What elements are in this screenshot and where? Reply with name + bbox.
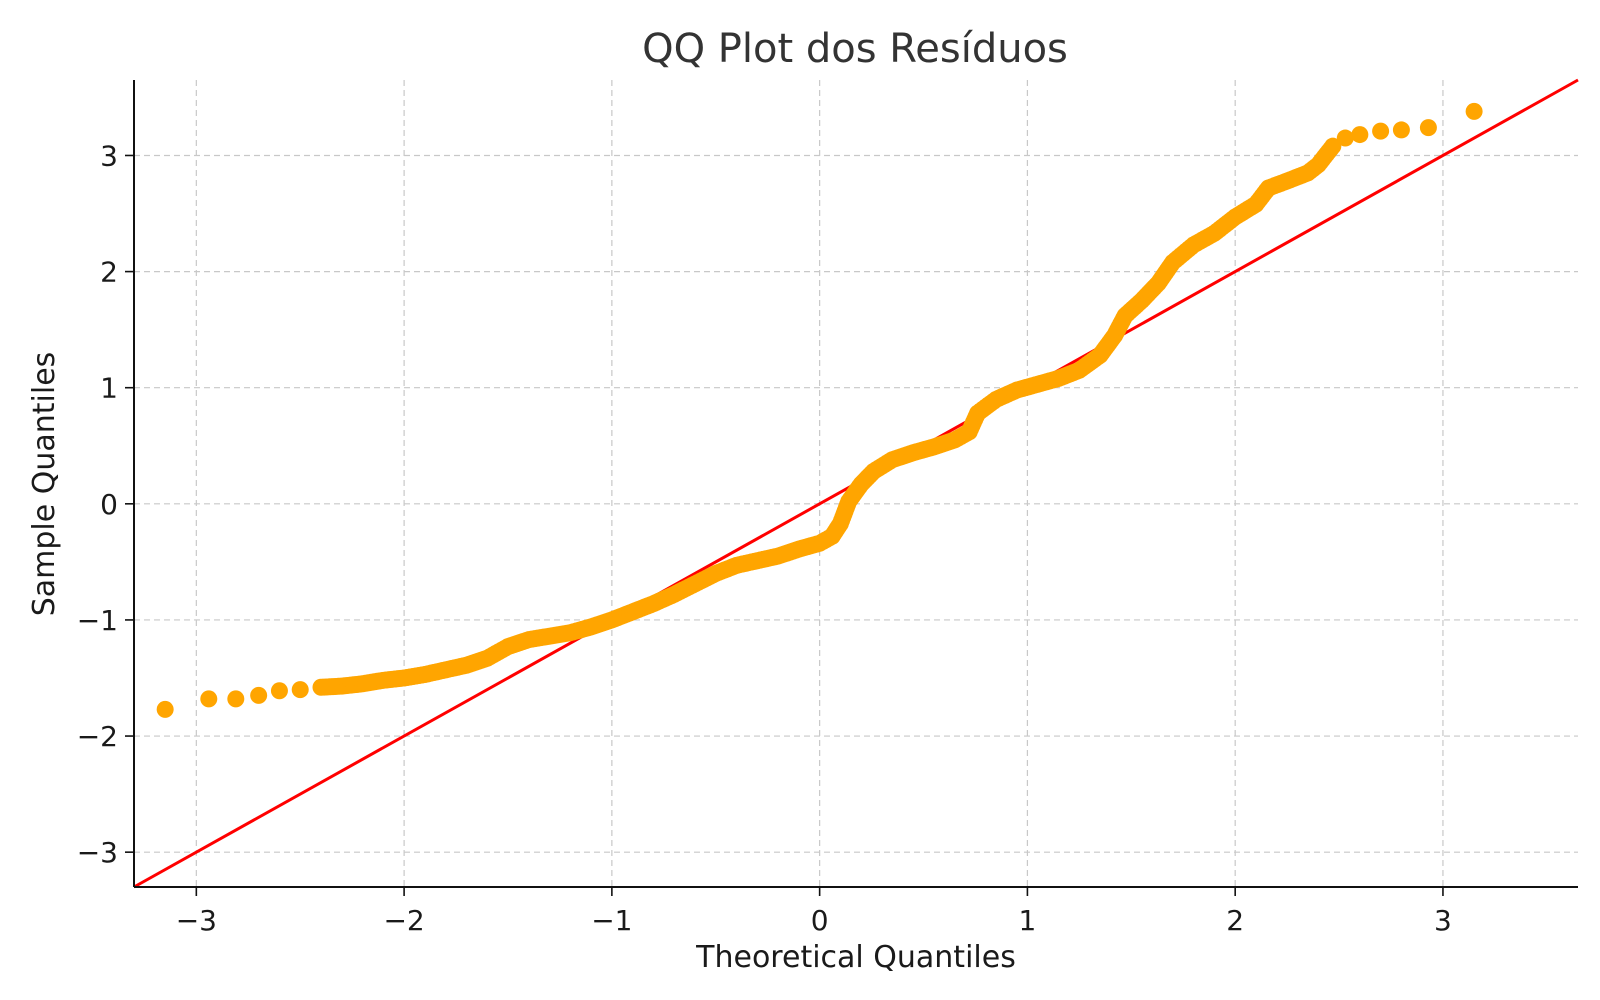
y-tick-label: −2 (77, 720, 118, 753)
y-tick-label: 2 (100, 256, 118, 289)
x-axis-label: Theoretical Quantiles (695, 940, 1016, 975)
x-tick-label: 3 (1434, 904, 1452, 937)
sample-point (291, 681, 309, 699)
y-tick-label: −1 (77, 604, 118, 637)
chart-title: QQ Plot dos Resíduos (642, 26, 1068, 72)
x-tick-label: −2 (383, 904, 424, 937)
y-tick-label: 0 (100, 488, 118, 521)
y-axis-label: Sample Quantiles (27, 352, 62, 617)
sample-point (1392, 121, 1410, 139)
sample-point (1324, 137, 1342, 155)
y-tick-label: −3 (77, 836, 118, 869)
sample-points (156, 102, 1483, 718)
y-tick-label: 3 (100, 139, 118, 172)
sample-point (270, 682, 288, 700)
sample-point (1336, 129, 1354, 147)
x-tick-label: 1 (1018, 904, 1036, 937)
sample-point (1465, 102, 1483, 120)
axis-ticks: −3 −2 −1 0 1 2 3 −3 −2 −1 0 1 2 3 (77, 139, 1452, 937)
sample-point (1372, 122, 1390, 140)
sample-point (1419, 119, 1437, 137)
sample-point (227, 690, 245, 708)
sample-point (200, 690, 218, 708)
sample-point (156, 700, 174, 718)
y-tick-label: 1 (100, 372, 118, 405)
x-tick-label: −1 (591, 904, 632, 937)
x-tick-label: 0 (811, 904, 829, 937)
x-tick-label: 2 (1226, 904, 1244, 937)
sample-point (1351, 126, 1369, 144)
x-tick-label: −3 (176, 904, 217, 937)
sample-point (250, 686, 268, 704)
